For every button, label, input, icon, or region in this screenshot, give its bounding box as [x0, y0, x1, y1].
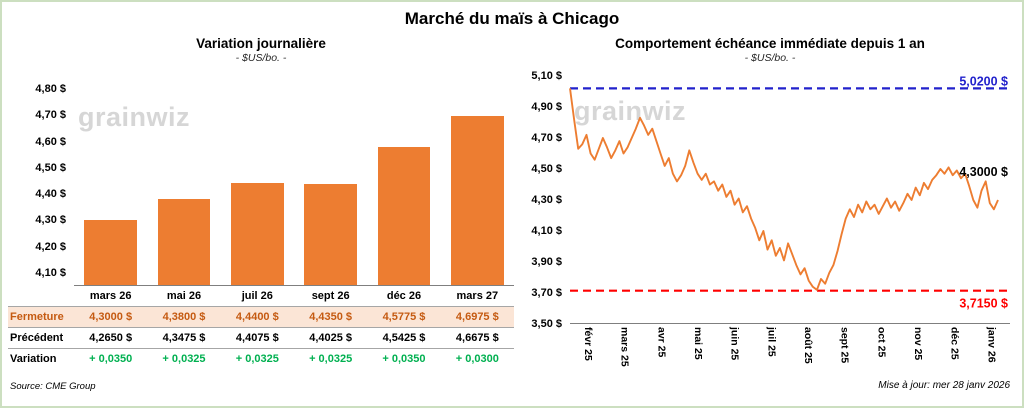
table-cell: 4,5425 $ [367, 327, 441, 349]
x-axis-tick: avr 25 [655, 327, 668, 358]
table-cell: + 0,0350 [382, 352, 426, 365]
x-axis-tick: mai 25 [692, 327, 704, 360]
y-axis-tick: 4,60 $ [35, 135, 66, 148]
bar-y-axis: 4,10 $ 4,20 $ 4,30 $ 4,40 $ 4,50 $ 4,60 $ 4,70… [8, 76, 74, 286]
category-label: mai 26 [147, 286, 221, 307]
category-label: sept 26 [293, 286, 368, 307]
table-cell: 4,4075 $ [220, 327, 294, 349]
updated-note: Mise à jour: mer 28 janv 2026 [878, 380, 1010, 391]
x-axis-tick: oct 25 [875, 327, 888, 358]
bar [84, 219, 138, 285]
line-chart-row: 3,50 $ 3,70 $ 3,90 $ 4,10 $ 4,30 $ 4,50 $ 4,70… [524, 70, 1016, 330]
x-axis-tick: janv 26 [985, 327, 998, 363]
x-axis-tick: nov 25 [912, 327, 924, 361]
row-label: Fermeture [8, 306, 74, 328]
table-row-variation: Variation + 0,0350 + 0,0325 + 0,0325 + 0,032… [8, 348, 514, 369]
line-x-axis: févr 25 mars 25 avr 25 mai 25 juin 25 juil 25… [524, 324, 1016, 376]
category-label: déc 26 [367, 286, 441, 307]
bar-column-déc 26 [367, 76, 440, 285]
table-cell: + 0,0350 [89, 352, 133, 365]
bar [450, 115, 504, 285]
line-plot-area: 5,0200 $ 3,7150 $ 4,3000 $ [569, 74, 1010, 324]
bar [157, 198, 211, 285]
table-row-fermeture: Fermeture 4,3000 $4,3800 $4,4400 $4,4350 … [8, 306, 514, 328]
bar-column-sept 26 [294, 76, 367, 285]
y-axis-tick: 4,40 $ [35, 188, 66, 201]
x-axis-tick: sept 25 [838, 327, 851, 364]
table-cell: 4,4400 $ [220, 306, 294, 328]
bar [304, 184, 358, 285]
y-axis-tick: 3,50 $ [531, 318, 562, 330]
grainwiz-watermark: grainwiz [574, 96, 687, 126]
table-cell: 4,6975 $ [440, 306, 514, 328]
table-cell: 4,3000 $ [74, 306, 148, 328]
grainwiz-watermark: grainwiz [78, 102, 191, 132]
y-axis-tick: 3,70 $ [531, 287, 562, 299]
year-high-label: 5,0200 $ [959, 74, 1008, 88]
x-axis-tick: juil 25 [765, 327, 778, 357]
table-cell: 4,2650 $ [74, 327, 148, 349]
y-axis-tick: 5,10 $ [531, 70, 562, 82]
x-axis-tick: févr 25 [582, 327, 594, 361]
y-axis-tick: 4,10 $ [531, 225, 562, 237]
x-axis-tick: juin 25 [728, 327, 741, 361]
front-month-panel: Comportement échéance immédiate depuis 1… [524, 36, 1016, 391]
y-axis-tick: 4,20 $ [35, 240, 66, 253]
table-cell: 4,4025 $ [293, 327, 368, 349]
table-cell: 4,3475 $ [147, 327, 221, 349]
bar-chart-row: 4,10 $ 4,20 $ 4,30 $ 4,40 $ 4,50 $ 4,60 $ 4,70… [8, 76, 514, 286]
y-axis-tick: 4,70 $ [531, 132, 562, 144]
bar [377, 147, 431, 285]
line-chart: grainwiz 3,50 $ 3,70 $ 3,90 $ 4,10 $ 4,30 $ 4… [524, 70, 1016, 376]
y-axis-tick: 3,90 $ [531, 256, 562, 268]
x-axis-tick: déc 25 [948, 327, 961, 360]
bar-column-mai 26 [147, 76, 220, 285]
price-line [569, 88, 999, 291]
y-axis-tick: 4,90 $ [531, 101, 562, 113]
table-cell: 4,3800 $ [147, 306, 221, 328]
x-axis-tick: août 25 [802, 327, 814, 364]
last-price-label: 4,3000 $ [959, 165, 1008, 179]
table-cell: 4,4350 $ [293, 306, 368, 328]
y-axis-tick: 4,30 $ [531, 194, 562, 206]
left-chart-title: Variation journalière [196, 36, 326, 51]
bar-column-juil 26 [221, 76, 294, 285]
table-cell: 4,6675 $ [440, 327, 514, 349]
x-axis-tick: mars 25 [618, 327, 631, 367]
daily-variation-panel: Variation journalière - $US/bo. - grainw… [8, 36, 514, 392]
table-cell: + 0,0325 [235, 352, 279, 365]
table-row-precedent: Précédent 4,2650 $4,3475 $4,4075 $4,4025 … [8, 327, 514, 349]
y-axis-tick: 4,70 $ [35, 109, 66, 122]
bar-plot-area [74, 76, 514, 286]
category-label: mars 26 [74, 286, 148, 307]
bar [230, 183, 284, 285]
y-axis-tick: 4,50 $ [531, 163, 562, 175]
category-row: mars 26 mai 26 juil 26 sept 26 déc 26 mars 27 [8, 286, 514, 307]
right-chart-title: Comportement échéance immédiate depuis 1… [615, 36, 925, 51]
right-chart-subtitle: - $US/bo. - [744, 52, 796, 64]
bar-column-mars 27 [441, 76, 514, 285]
table-cell: 4,5775 $ [367, 306, 441, 328]
category-label: juil 26 [220, 286, 294, 307]
y-axis-tick: 4,80 $ [35, 83, 66, 96]
source-note: Source: CME Group [10, 381, 96, 392]
y-axis-tick: 4,10 $ [35, 266, 66, 279]
line-y-axis: 3,50 $ 3,70 $ 3,90 $ 4,10 $ 4,30 $ 4,50 $ 4,70… [524, 70, 570, 330]
page-title: Marché du maïs à Chicago [404, 9, 620, 28]
bar-column-mars 26 [74, 76, 147, 285]
table-cell: + 0,0300 [455, 352, 499, 365]
y-axis-tick: 4,50 $ [35, 161, 66, 174]
bar-chart: grainwiz 4,10 $4,20 $4,30 $4,40 $4,50 $4… [8, 76, 514, 286]
y-axis-tick: 4,30 $ [35, 214, 66, 227]
table-cell: + 0,0325 [162, 352, 206, 365]
category-label: mars 27 [440, 286, 514, 307]
price-line-svg: 5,0200 $ 3,7150 $ 4,3000 $ [569, 74, 1010, 311]
row-label: Précédent [8, 327, 74, 349]
table-corner [8, 286, 74, 307]
price-table: mars 26 mai 26 juil 26 sept 26 déc 26 mars 27… [8, 286, 514, 369]
table-cell: + 0,0325 [309, 352, 353, 365]
year-low-label: 3,7150 $ [959, 297, 1008, 311]
left-chart-subtitle: - $US/bo. - [235, 52, 287, 64]
row-label: Variation [10, 352, 57, 365]
